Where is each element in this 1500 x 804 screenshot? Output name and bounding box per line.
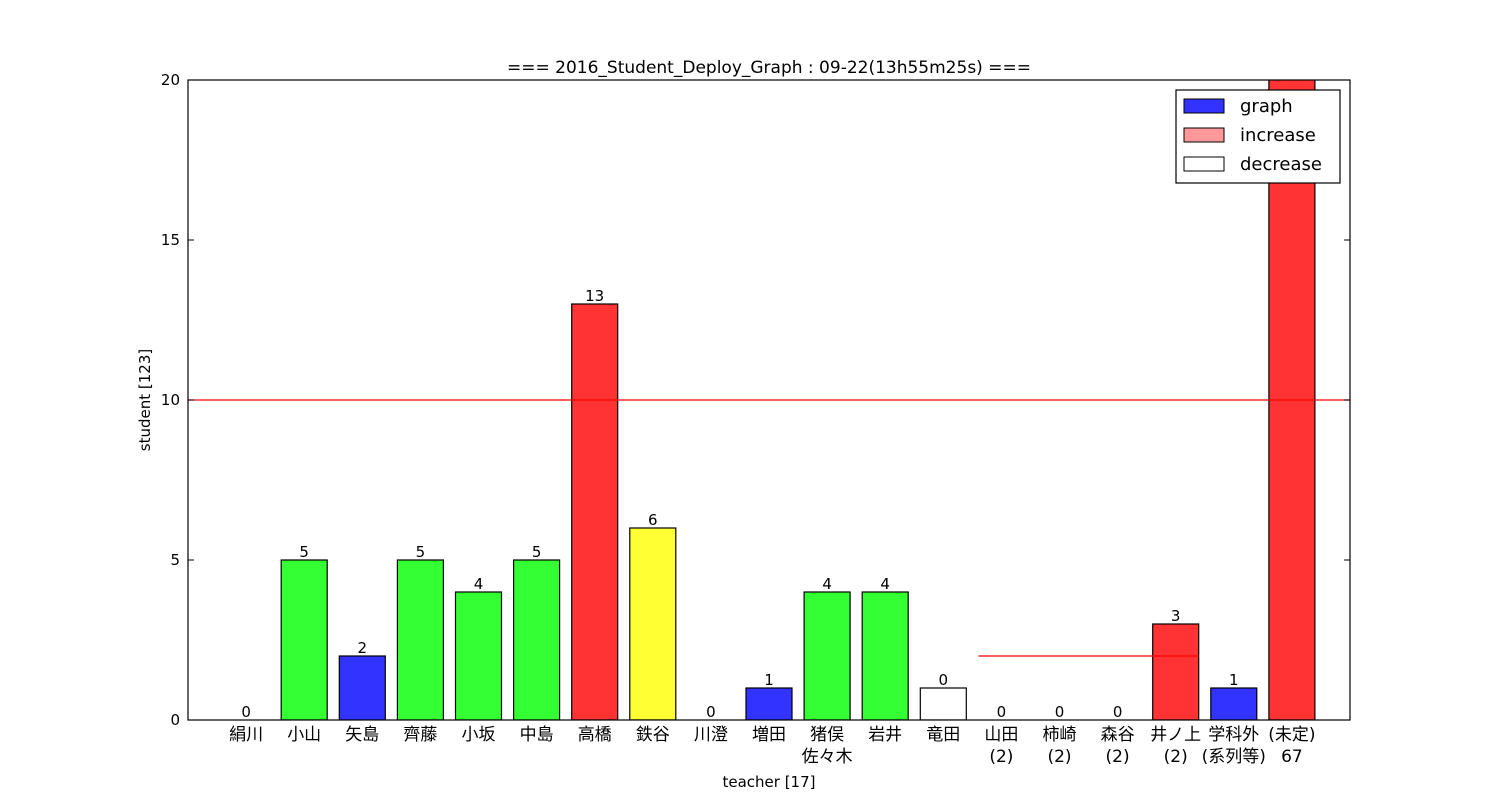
decrease-bar xyxy=(919,687,967,720)
x-tick-label: 小坂 xyxy=(462,725,496,745)
value-label: 5 xyxy=(416,543,426,561)
y-tick-label: 10 xyxy=(161,391,180,409)
x-tick-label-line: 中島 xyxy=(520,725,554,745)
x-tick-label: 柿崎(2) xyxy=(1043,725,1077,767)
x-tick-label-line: 矢島 xyxy=(345,725,379,745)
x-tick-label: 中島 xyxy=(520,725,554,745)
value-label: 6 xyxy=(648,511,658,529)
chart-title: === 2016_Student_Deploy_Graph : 09-22(13… xyxy=(507,58,1031,78)
bar xyxy=(571,303,619,720)
x-tick-label-line: 小坂 xyxy=(462,725,496,745)
legend-swatch xyxy=(1183,98,1225,114)
x-tick-label-line: 井ノ上 xyxy=(1150,725,1201,745)
legend-label: graph xyxy=(1240,96,1293,117)
y-axis-label: student [123] xyxy=(136,349,154,451)
bar xyxy=(1210,687,1258,720)
x-tick-label: 猪俣佐々木 xyxy=(802,725,853,767)
x-tick-label-line: (未定) xyxy=(1268,725,1315,745)
x-tick-label-line: 学科外 xyxy=(1208,725,1259,745)
x-tick-label: 岩井 xyxy=(868,725,902,745)
legend-label: decrease xyxy=(1240,154,1322,175)
legend-swatch xyxy=(1183,156,1225,172)
bar xyxy=(454,591,503,720)
x-tick-label-line: 67 xyxy=(1281,747,1303,767)
x-tick-label-line: 竜田 xyxy=(926,725,960,745)
x-tick-label-line: (2) xyxy=(1164,747,1188,767)
value-label: 0 xyxy=(1055,703,1065,721)
value-label: 2 xyxy=(358,639,368,657)
x-tick-label: (未定) 67 xyxy=(1268,725,1315,767)
x-tick-label-line: (2) xyxy=(1106,747,1130,767)
x-tick-label: 山田(2) xyxy=(984,725,1018,767)
legend-label: increase xyxy=(1240,125,1316,146)
x-tick-label-line: 岩井 xyxy=(868,725,902,745)
x-tick-label: 矢島 xyxy=(345,725,379,745)
x-tick-label-line: 山田 xyxy=(984,725,1018,745)
bar xyxy=(280,559,328,720)
y-tick-label: 0 xyxy=(170,711,180,729)
y-tick-label: 20 xyxy=(161,71,180,89)
x-tick-label: 井ノ上(2) xyxy=(1150,725,1201,767)
y-tick-label: 15 xyxy=(161,231,180,249)
x-tick-label: 増田 xyxy=(752,725,786,745)
value-label: 0 xyxy=(706,703,716,721)
x-tick-label-line: 小山 xyxy=(287,725,321,745)
y-tick-label: 5 xyxy=(170,551,180,569)
value-label: 0 xyxy=(241,703,251,721)
bar xyxy=(338,655,386,720)
value-label: 4 xyxy=(822,575,832,593)
x-tick-label: 小山 xyxy=(287,725,321,745)
bar xyxy=(1152,623,1200,720)
x-tick-label: 学科外(系列等) xyxy=(1202,725,1266,767)
x-tick-label-line: 佐々木 xyxy=(802,747,853,767)
x-tick-label-line: (2) xyxy=(1047,747,1071,767)
bar xyxy=(396,559,444,720)
x-tick-label-line: 猪俣 xyxy=(810,725,844,745)
value-label: 1 xyxy=(1229,671,1239,689)
value-label: 0 xyxy=(1113,703,1123,721)
x-tick-label-line: 川澄 xyxy=(694,725,728,745)
bar xyxy=(745,687,793,720)
bar xyxy=(512,559,561,720)
value-label: 0 xyxy=(997,703,1007,721)
plot-area xyxy=(188,80,1350,720)
value-label: 4 xyxy=(880,575,890,593)
x-axis-label: teacher [17] xyxy=(722,773,815,791)
value-label: 13 xyxy=(585,287,604,305)
x-tick-label-line: 絹川 xyxy=(229,725,263,745)
value-label: 3 xyxy=(1171,607,1181,625)
bar xyxy=(803,591,851,720)
x-tick-label-line: 鉄谷 xyxy=(636,725,670,745)
bar xyxy=(629,527,677,720)
value-label: 0 xyxy=(939,671,949,689)
x-tick-label: 川澄 xyxy=(694,725,728,745)
bar xyxy=(861,591,909,720)
x-tick-label-line: 高橋 xyxy=(578,725,612,745)
x-tick-label-line: 森谷 xyxy=(1101,725,1135,745)
x-tick-label-line: 増田 xyxy=(752,725,786,745)
x-tick-label-line: (系列等) xyxy=(1202,747,1266,767)
legend-swatch xyxy=(1183,127,1225,143)
x-tick-label: 高橋 xyxy=(578,725,612,745)
x-tick-label-line: 齊藤 xyxy=(403,725,437,745)
x-tick-label: 齊藤 xyxy=(403,725,437,745)
value-label: 1 xyxy=(764,671,774,689)
x-tick-label: 森谷(2) xyxy=(1101,725,1135,767)
value-label: 4 xyxy=(474,575,484,593)
x-tick-label: 鉄谷 xyxy=(636,725,670,745)
x-tick-label-line: (2) xyxy=(989,747,1013,767)
x-tick-label-line: 柿崎 xyxy=(1043,725,1077,745)
x-tick-label: 竜田 xyxy=(926,725,960,745)
value-label: 5 xyxy=(532,543,542,561)
value-label: 5 xyxy=(299,543,309,561)
x-tick-label: 絹川 xyxy=(229,725,263,745)
